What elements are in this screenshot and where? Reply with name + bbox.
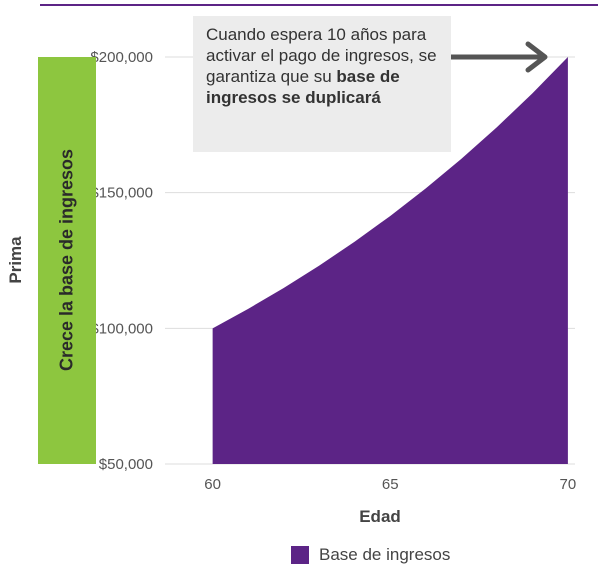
y-axis-title: Prima	[6, 236, 25, 284]
x-tick-label: 65	[382, 476, 399, 493]
y-tick-labels: $50,000 $100,000 $150,000 $200,000	[90, 49, 153, 473]
callout-bold-text: base de ingresos se duplicará	[206, 67, 400, 107]
series-layer	[212, 57, 568, 464]
y-tick-label: $100,000	[90, 320, 153, 337]
arrow-icon	[451, 41, 548, 73]
y-tick-label: $200,000	[90, 49, 153, 66]
legend: Base de ingresos	[291, 545, 450, 565]
y-tick-label: $150,000	[90, 185, 153, 202]
x-tick-label: 60	[204, 476, 221, 493]
x-axis-title: Edad	[359, 507, 401, 526]
callout-box: Cuando espera 10 años para activar el pa…	[193, 16, 451, 152]
y-tick-label: $50,000	[99, 456, 153, 473]
legend-swatch	[291, 546, 309, 564]
growth-accent-bar	[38, 57, 96, 464]
x-tick-labels: 60 65 70	[204, 476, 576, 493]
series-area	[212, 57, 568, 464]
legend-label: Base de ingresos	[319, 545, 451, 564]
growth-label: Crece la base de ingresos	[56, 148, 77, 372]
callout-text: Cuando espera 10 años para activar el pa…	[206, 25, 437, 86]
x-tick-label: 70	[560, 476, 577, 493]
